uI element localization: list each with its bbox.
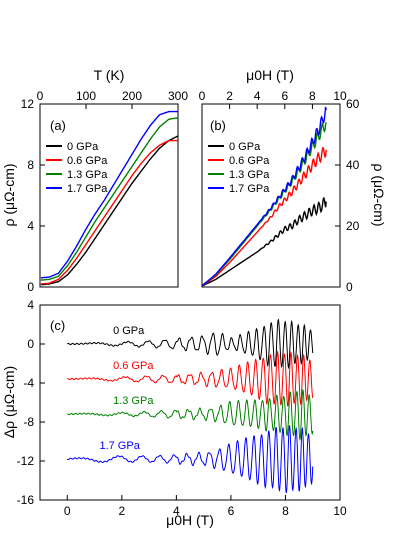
panel-b-letter: (b) [210,118,226,133]
series-line [66,318,314,370]
panel-c-lines [66,318,314,494]
series-line [67,388,314,441]
panel-c: 0 2 4 6 8 10 40-4-8-12-16 μ0H (T) Δρ (μΩ-cm) … [1,298,347,528]
panel-b-y-title: ρ (μΩ-cm) [371,163,387,226]
x-tick-label: 6 [281,89,288,103]
panel-a-x-ticks: 0 100 200 300 [37,89,188,109]
panel-b: 0 2 4 6 8 10 0 20 40 60 μ0H (T) ρ (μΩ-cm) (b) 0 … [199,67,387,294]
y-tick-label: -12 [17,454,35,468]
y-tick-label: -16 [17,493,35,507]
series-line [201,196,327,287]
x-tick-label: 300 [168,89,188,103]
panel-c-y-title: Δρ (μΩ-cm) [1,366,17,438]
panel-b-y-ticks: 0 20 40 60 [335,97,360,294]
panel-c-letter: (c) [50,318,65,333]
series-line [40,110,178,279]
series-line [67,350,314,407]
legend-label: 1.3 GPa [229,169,270,181]
y-tick-label: 60 [346,97,360,111]
legend-label: 1.7 GPa [229,183,270,195]
panel-a-legend: 0 GPa 0.6 GPa 1.3 GPa 1.7 GPa [46,141,108,195]
legend-label: 1.7 GPa [67,183,108,195]
series-line [66,425,314,494]
y-tick-label: 4 [27,298,34,312]
x-tick-label: 8 [282,504,289,518]
panel-a-letter: (a) [50,118,66,133]
x-tick-label: 0 [37,89,44,103]
panel-a-lines [40,110,179,286]
series-line [40,135,179,286]
y-tick-label: 0 [27,337,34,351]
panel-b-x-ticks: 0 2 4 6 8 10 [199,89,347,109]
series-line [201,122,327,287]
panel-a: 0 100 200 300 0 4 8 12 T (K) ρ (μΩ-cm) (a) 0 G… [1,67,188,294]
x-tick-label: 6 [228,504,235,518]
panel-b-lines [201,106,327,287]
legend-label: 1.3 GPa [67,169,108,181]
y-tick-label: 20 [346,219,360,233]
legend-label: 0 GPa [67,141,99,153]
panel-b-frame [201,103,341,288]
x-tick-label: 10 [333,504,347,518]
panel-c-x-title: μ0H (T) [166,512,214,528]
x-tick-label: 4 [173,504,180,518]
panel-b-legend: 0 GPa 0.6 GPa 1.3 GPa 1.7 GPa [208,141,270,195]
x-tick-label: 0 [64,504,71,518]
series-label: 0.6 GPa [113,360,154,372]
x-tick-label: 10 [333,89,347,103]
y-tick-label: 0 [27,280,34,294]
panel-c-frame [39,304,341,501]
panel-a-y-ticks: 0 4 8 12 [21,97,45,294]
panel-a-frame [39,103,179,288]
series-label: 0 GPa [113,325,145,337]
x-tick-label: 2 [226,89,233,103]
y-tick-label: 0 [346,280,353,294]
x-tick-label: 100 [76,89,96,103]
panel-b-x-title: μ0H (T) [246,67,294,83]
x-tick-label: 0 [199,89,206,103]
legend-label: 0.6 GPa [229,155,270,167]
series-label: 1.7 GPa [99,440,140,452]
panel-c-series-labels: 0 GPa 0.6 GPa 1.3 GPa 1.7 GPa [99,325,154,452]
y-tick-label: 4 [27,219,34,233]
x-tick-label: 200 [122,89,142,103]
panel-c-y-ticks: 4 0 -4 -8 -12 -16 [17,298,45,507]
x-tick-label: 4 [254,89,261,103]
series-label: 1.3 GPa [113,395,154,407]
y-tick-label: -8 [23,415,34,429]
legend-label: 0 GPa [229,141,261,153]
panel-c-x-ticks: 0 2 4 6 8 10 [64,495,347,518]
legend-label: 0.6 GPa [67,155,108,167]
series-line [40,139,178,285]
series-line [40,117,179,281]
panel-a-y-title: ρ (μΩ-cm) [1,163,17,226]
panel-a-x-title: T (K) [94,67,125,83]
series-line [201,106,327,287]
x-tick-label: 2 [118,504,125,518]
y-tick-label: 40 [346,158,360,172]
series-line [201,146,327,287]
y-tick-label: 8 [27,158,34,172]
x-tick-label: 8 [309,89,316,103]
y-tick-label: 12 [21,97,35,111]
y-tick-label: -4 [23,376,34,390]
